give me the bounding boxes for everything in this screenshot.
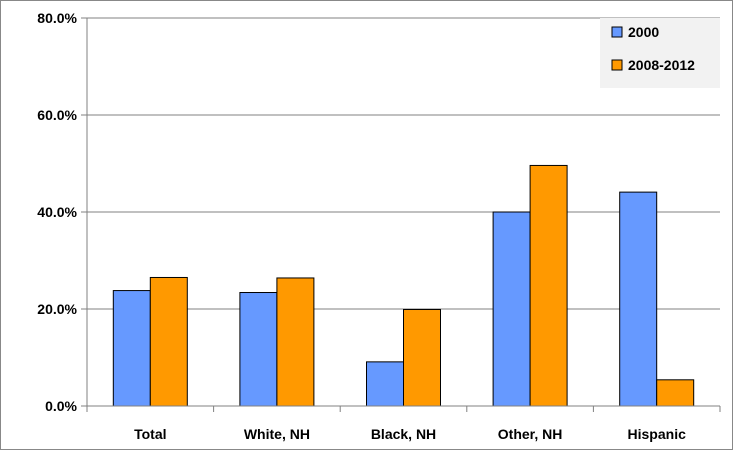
x-tick-label: Total [134,426,166,442]
x-tick-label: White, NH [244,426,310,442]
bar-2000-white-nh [239,292,278,407]
bar-2008-2012-other-nh [529,164,568,407]
y-tick-labels: 0.0% 20.0% 40.0% 60.0% 80.0% [37,10,87,414]
bar-2008-2012-total [149,276,188,407]
y-tick-label: 40.0% [37,204,77,220]
x-tick-label: Other, NH [498,426,563,442]
y-tick-label: 60.0% [37,107,77,123]
bar-2008-2012-hispanic [656,379,695,407]
legend: 2000 2008-2012 [600,18,720,88]
x-tick-label: Black, NH [371,426,436,442]
y-tick-label: 0.0% [45,398,77,414]
bar-2000-black-nh [366,361,404,407]
bars [112,164,695,407]
bar-2000-other-nh [492,211,531,407]
legend-swatch [611,59,623,71]
y-tick-label: 80.0% [37,10,77,26]
legend-swatch [611,26,623,38]
x-tick-label: Hispanic [628,426,687,442]
bar-2000-hispanic [619,191,658,407]
x-tick-labels: Total White, NH Black, NH Other, NH Hispanic [86,406,721,442]
bar-2008-2012-white-nh [276,277,315,407]
legend-label: 2000 [628,24,659,40]
bar-2000-total [112,290,151,407]
y-tick-label: 20.0% [37,301,77,317]
bar-2008-2012-black-nh [403,308,441,407]
legend-label: 2008-2012 [628,57,695,73]
